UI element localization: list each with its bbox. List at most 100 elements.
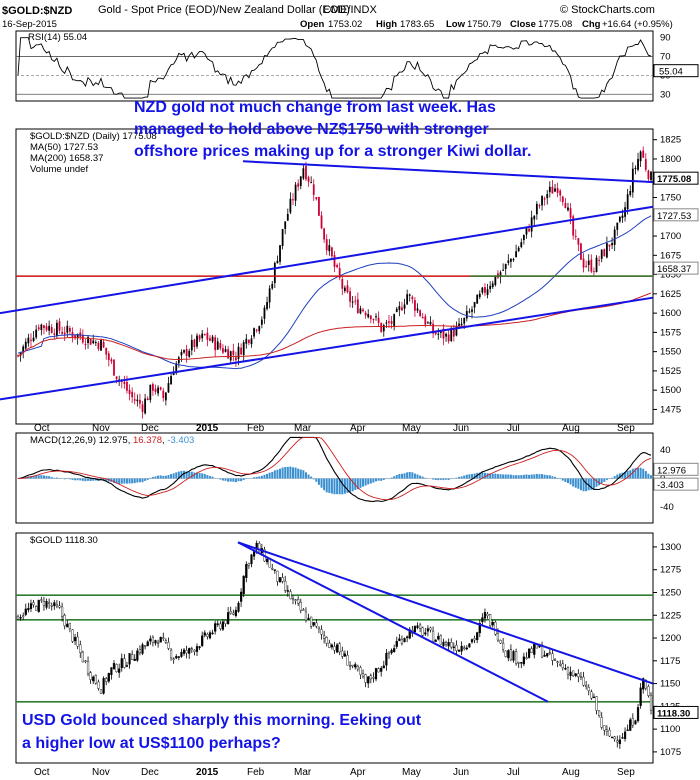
macd-hist-bar [167,475,170,479]
usd-candle [164,640,167,643]
price-candle [87,336,89,344]
macd-hist-bar [411,472,414,479]
macd-hist-bar [53,477,56,479]
macd-hist-bar [481,472,484,479]
usd-candle [216,623,219,625]
usd-candle [201,635,204,646]
price-candle [595,257,598,272]
month-label-bottom: Jun [453,767,469,778]
price-candle [35,329,38,338]
price-candle [380,322,383,333]
price-candle [100,339,102,351]
price-candle [320,215,323,229]
usd-candle [470,639,474,643]
usd-candle [613,736,616,740]
price-candle [286,213,289,221]
usd-candle [188,648,191,654]
price-candle [434,331,437,335]
macd-hist-bar [325,478,328,493]
price-candle [209,338,211,341]
month-label-bottom: Mar [294,767,312,778]
macd-hist-bar [463,475,466,479]
usd-candle [359,667,362,675]
macd-hist-bar [105,478,108,481]
usd-candle [463,647,466,650]
macd-hist-bar [29,476,32,479]
price-candle [605,243,608,258]
macd-hist-bar [375,478,378,482]
macd-hist-bar [530,474,533,479]
usd-candle [22,615,25,617]
usd-y-tick-label: 1100 [660,724,680,735]
open-label: Open [300,19,324,30]
price-candle [538,205,541,207]
price-candle [37,327,40,330]
macd-hist-bar [240,478,243,482]
price-candle [574,235,577,237]
price-candle [530,217,533,232]
price-y-tick-label: 1600 [660,308,681,319]
price-candle [255,329,258,331]
price-candle [445,333,447,337]
price-candle [463,317,466,324]
usd-candle [514,651,518,664]
price-last-label-box [653,171,699,185]
usd-candle [310,616,313,627]
macd-hist-bar [356,478,359,490]
usd-y-tick-label: 1300 [660,542,681,553]
price-last-label: 1775.08 [657,174,691,185]
macd-hist-bar [201,473,204,479]
usd-candle [585,685,588,688]
macd-y-tick-label: 40 [660,445,671,456]
usd-candle [193,649,196,652]
macd-hist-bar [613,476,616,479]
price-candle [354,300,357,302]
price-candle [45,326,48,331]
macd-hist-bar [535,473,538,479]
macd-hist-bar [336,478,339,495]
macd-hist-bar [138,478,141,483]
macd-hist-bar [432,478,435,480]
macd-hist-bar [193,472,196,479]
usd-candle [478,622,481,634]
usd-candle [107,673,110,682]
usd-candle [429,627,432,631]
price-candle [315,197,318,200]
usd-candle [587,687,590,691]
usd-candle [16,616,20,620]
usd-candle [42,600,46,606]
price-candle [390,321,393,324]
price-candle [188,350,191,357]
usd-candle [509,649,513,660]
price-candle [196,335,198,347]
nzd-resistance-trend [242,160,654,184]
price-candle [486,289,489,295]
price-candle [437,333,440,335]
macd-hist-bar [559,478,562,480]
macd-last-box [653,477,699,491]
usd-candle [206,633,209,637]
rsi-last-box [653,64,699,78]
usd-candle [105,678,108,682]
usd-candle [97,681,100,689]
usd-candle [579,676,583,678]
macd-hist-bar [123,478,126,484]
macd-hist-bar [291,467,294,479]
macd-hist-bar [317,478,320,485]
macd-hist-bar [650,475,652,479]
price-candle [460,323,463,326]
price-candle [541,196,543,206]
price-candle [268,288,271,303]
usd-candle [592,696,596,699]
price-candle [618,216,621,222]
macd-hist-bar [460,476,463,479]
usd-last-label: 1118.30 [657,708,690,719]
price-candle [473,302,476,308]
price-y-tick-label: 1650 [660,270,681,281]
price-candle [24,341,27,349]
usd-candle [543,655,546,657]
usd-candle [29,603,33,609]
macd-hist-bar [346,478,349,493]
macd-hist-bar [512,475,515,479]
nzd-upper-channel [0,205,654,315]
